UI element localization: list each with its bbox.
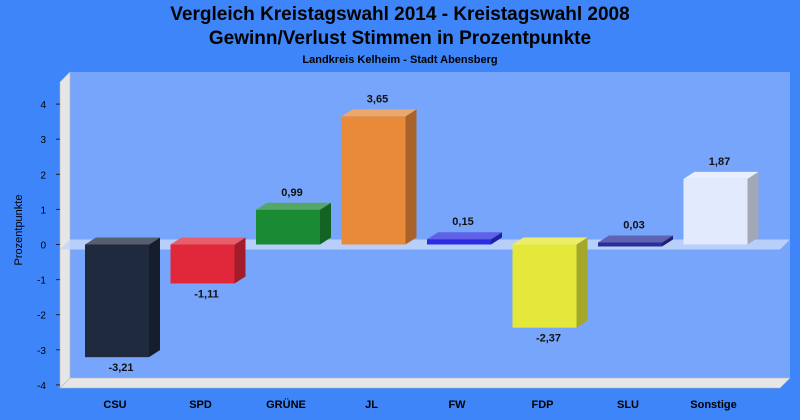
bar-front	[85, 244, 149, 358]
y-axis-label: Prozentpunkte	[13, 195, 25, 266]
category-label: SPD	[189, 399, 212, 411]
bar-top	[170, 237, 246, 245]
bar-side	[405, 109, 417, 245]
bar-front	[341, 116, 406, 245]
chart-subtitle: Landkreis Kelheim - Stadt Abensberg	[302, 54, 498, 66]
value-label: -3,21	[108, 362, 133, 374]
y-tick-label: 2	[40, 170, 46, 181]
category-label: CSU	[103, 399, 126, 411]
y-tick-label: 4	[40, 100, 46, 111]
bar-top	[427, 232, 502, 240]
value-label: 1,87	[709, 156, 730, 168]
value-label: 0,03	[623, 220, 644, 232]
bar-top	[85, 237, 160, 245]
value-label: 0,15	[452, 216, 473, 228]
zero-plane	[60, 239, 790, 250]
value-label: -1,11	[194, 288, 218, 300]
chart-title: Vergleich Kreistagswahl 2014 - Kreistags…	[170, 4, 630, 25]
bar-jl	[341, 109, 417, 245]
y-tick-label: -2	[37, 311, 46, 322]
plot-back-wall	[70, 72, 790, 378]
bar-top	[341, 109, 417, 117]
plot-left-wall	[59, 71, 71, 389]
bar-slu	[598, 235, 673, 247]
bar-fdp	[512, 237, 588, 328]
category-label: SLU	[617, 399, 639, 411]
bar-top	[512, 237, 588, 245]
bar-top	[256, 202, 331, 210]
bar-front	[427, 239, 491, 245]
plot-floor	[59, 377, 791, 389]
chart-title-line-2: Gewinn/Verlust Stimmen in Prozentpunkte	[208, 28, 592, 49]
bar-side	[662, 235, 673, 247]
bar-top	[598, 235, 673, 243]
bar-top	[683, 171, 759, 179]
bar-front	[170, 244, 235, 284]
bar-side	[320, 202, 331, 245]
y-tick-label: 0	[40, 241, 46, 252]
bar-front	[512, 244, 577, 328]
bar-sonstige	[683, 171, 759, 245]
bar-fw	[427, 232, 502, 245]
value-label: 3,65	[367, 93, 388, 105]
bar-side	[491, 232, 502, 245]
bar-front	[256, 209, 320, 245]
bar-front	[598, 242, 662, 247]
bar-csu	[85, 237, 160, 358]
y-tick-label: 1	[40, 205, 46, 216]
bar-side	[234, 237, 246, 284]
bar-front	[683, 178, 748, 245]
bar-side	[747, 171, 759, 245]
category-label: FDP	[532, 399, 554, 411]
bar-side	[149, 237, 160, 358]
y-tick-label: -4	[37, 381, 46, 392]
value-label: 0,99	[281, 187, 302, 199]
bar-spd	[170, 237, 246, 284]
bar-side	[576, 237, 588, 328]
y-tick-label: -3	[37, 346, 46, 357]
bar-grüne	[256, 202, 331, 245]
category-label: JL	[365, 399, 378, 411]
category-label: Sonstige	[690, 399, 736, 411]
y-tick-label: -1	[37, 276, 46, 287]
category-label: FW	[448, 399, 466, 411]
value-label: -2,37	[536, 333, 561, 345]
category-label: GRÜNE	[266, 398, 306, 411]
y-tick-label: 3	[40, 135, 46, 146]
